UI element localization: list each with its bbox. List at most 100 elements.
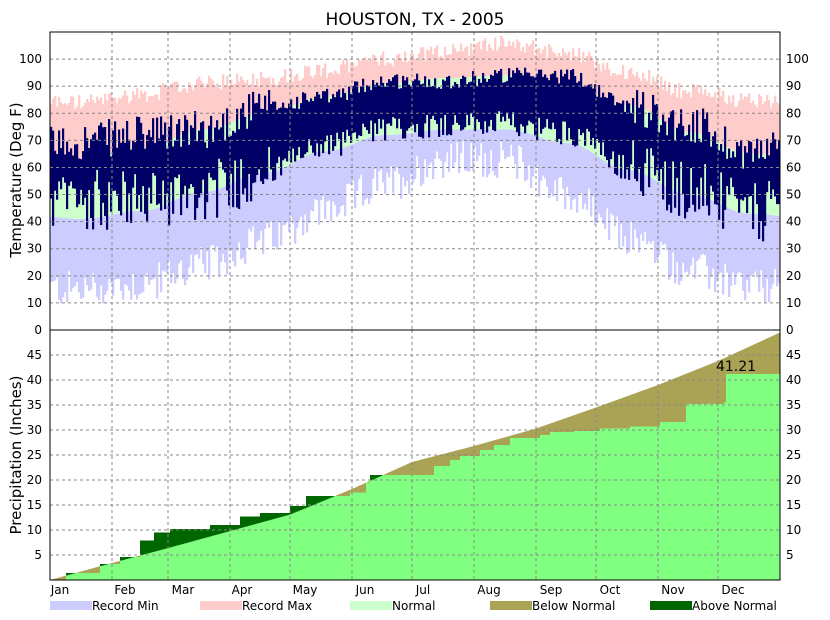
record-max-day bbox=[640, 80, 643, 108]
observed-day bbox=[66, 141, 69, 210]
observed-day bbox=[136, 116, 139, 209]
observed-day bbox=[624, 111, 627, 179]
record-min-day bbox=[372, 136, 375, 179]
observed-day bbox=[626, 100, 629, 170]
record-min-day bbox=[150, 209, 153, 280]
record-max-day bbox=[374, 55, 377, 85]
record-max-day bbox=[162, 83, 165, 144]
record-max-day bbox=[422, 47, 425, 80]
record-max-day bbox=[318, 65, 321, 98]
observed-day bbox=[556, 77, 559, 142]
record-min-day bbox=[466, 129, 469, 171]
record-min-day bbox=[308, 154, 311, 223]
record-min-day bbox=[328, 150, 331, 201]
record-min-day bbox=[644, 174, 647, 233]
record-min-day bbox=[360, 140, 363, 175]
record-min-day bbox=[534, 135, 537, 169]
observed-day bbox=[172, 146, 175, 214]
observed-day bbox=[320, 98, 323, 145]
record-min-day bbox=[768, 214, 771, 303]
record-max-day bbox=[172, 82, 175, 139]
record-max-day bbox=[602, 63, 605, 99]
record-min-day bbox=[188, 194, 191, 268]
temperature-tick-right: 0 bbox=[786, 323, 794, 337]
record-min-day bbox=[728, 208, 731, 297]
record-min-day bbox=[396, 134, 399, 168]
above-normal-day bbox=[238, 525, 241, 529]
record-max-day bbox=[240, 76, 243, 119]
record-max-day bbox=[116, 103, 119, 153]
above-normal-day bbox=[310, 496, 313, 506]
month-tick-labels: Jan Feb Mar Apr May Jun Jul Aug Sep Oct Nov Dec bbox=[50, 583, 745, 597]
observed-day bbox=[376, 82, 379, 134]
observed-day bbox=[306, 100, 309, 153]
record-max-day bbox=[534, 54, 537, 81]
observed-day bbox=[432, 85, 435, 116]
above-normal-day bbox=[172, 529, 175, 547]
normal-day bbox=[122, 150, 125, 213]
record-min-day bbox=[176, 199, 179, 279]
observed-day bbox=[182, 131, 185, 196]
record-max-day bbox=[416, 60, 419, 81]
record-max-day bbox=[278, 81, 281, 111]
record-max-day bbox=[316, 64, 319, 98]
record-min-day bbox=[706, 198, 709, 266]
record-max-day bbox=[130, 100, 133, 150]
observed-day bbox=[324, 91, 327, 142]
record-max-day bbox=[350, 63, 353, 92]
observed-day bbox=[594, 84, 597, 149]
record-min-day bbox=[174, 199, 177, 284]
observed-day bbox=[160, 116, 163, 211]
observed-day bbox=[760, 140, 763, 222]
observed-day bbox=[118, 129, 121, 211]
observed-day bbox=[392, 77, 395, 118]
record-min-day bbox=[540, 137, 543, 181]
observed-day bbox=[106, 144, 109, 230]
above-normal-day bbox=[232, 525, 235, 531]
record-min-day bbox=[470, 129, 473, 143]
observed-day bbox=[588, 84, 591, 132]
record-max-day bbox=[628, 69, 631, 106]
record-min-day bbox=[300, 158, 303, 217]
observed-day bbox=[248, 94, 251, 175]
above-normal-day bbox=[128, 557, 131, 559]
record-max-day bbox=[398, 53, 401, 83]
observed-day bbox=[648, 112, 651, 188]
observed-day bbox=[590, 84, 593, 146]
record-min-day bbox=[582, 147, 585, 210]
observed-day bbox=[162, 134, 165, 181]
record-max-day bbox=[726, 104, 729, 148]
record-min-day bbox=[532, 134, 535, 177]
observed-day bbox=[90, 139, 93, 219]
observed-day bbox=[242, 102, 245, 195]
above-normal-day bbox=[274, 513, 277, 519]
above-normal-day bbox=[182, 529, 185, 544]
record-max-day bbox=[708, 92, 711, 138]
observed-day bbox=[672, 110, 675, 162]
record-max-day bbox=[498, 47, 501, 76]
record-max-day bbox=[132, 91, 135, 150]
normal-day bbox=[154, 146, 157, 209]
record-min-day bbox=[294, 161, 297, 244]
observed-day bbox=[158, 138, 161, 204]
observed-temperature-bars bbox=[50, 67, 781, 242]
legend-swatch bbox=[650, 601, 692, 610]
record-min-day bbox=[566, 143, 569, 187]
observed-day bbox=[628, 103, 631, 180]
record-min-day bbox=[766, 214, 769, 279]
observed-day bbox=[112, 130, 115, 192]
record-min-day bbox=[536, 136, 539, 165]
observed-day bbox=[536, 73, 539, 141]
record-max-day bbox=[456, 51, 459, 78]
record-max-day bbox=[710, 97, 713, 139]
above-normal-day bbox=[72, 573, 75, 574]
observed-day bbox=[450, 88, 453, 136]
above-normal-day bbox=[370, 475, 373, 481]
observed-day bbox=[488, 79, 491, 127]
record-min-day bbox=[210, 190, 213, 246]
above-normal-day bbox=[228, 525, 231, 532]
record-max-day bbox=[732, 95, 735, 150]
record-min-day bbox=[422, 131, 425, 184]
record-max-day bbox=[760, 96, 763, 155]
record-max-day bbox=[340, 64, 343, 95]
